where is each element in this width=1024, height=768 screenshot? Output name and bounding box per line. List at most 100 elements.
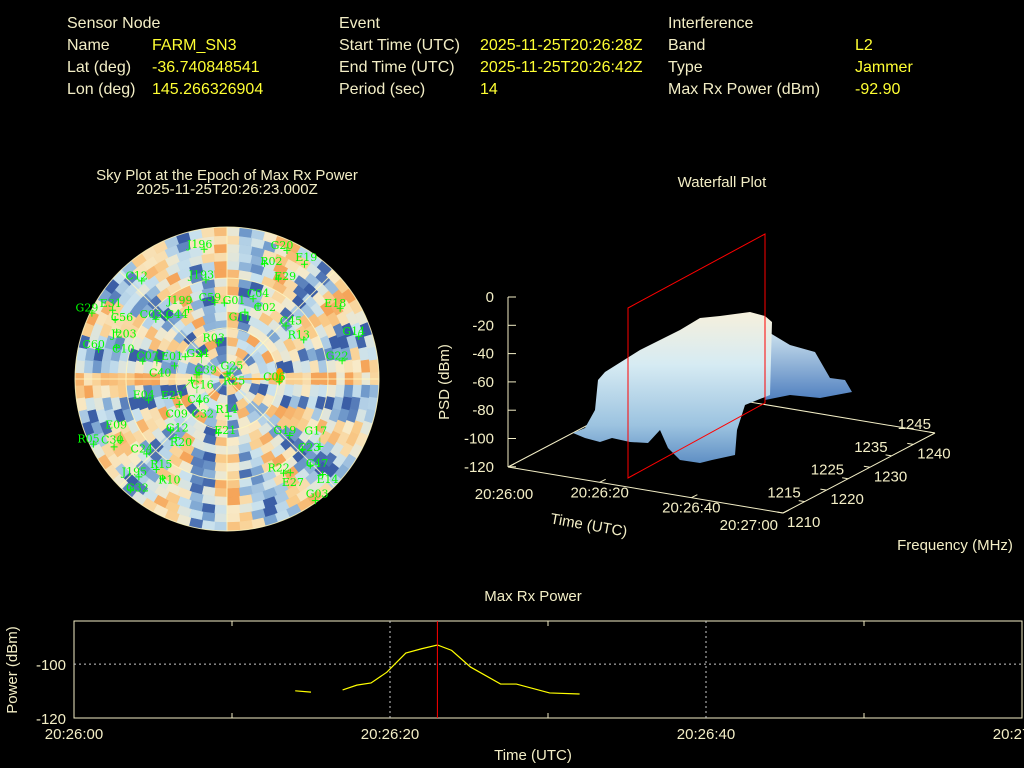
satellite-marker-icon: [336, 304, 344, 312]
frequency-tick-label: 1225: [811, 462, 844, 479]
satellite-label: E31: [100, 297, 122, 310]
sky-cell: [226, 496, 241, 506]
satellite-e09: E09: [105, 419, 127, 445]
satellite-label: E29: [274, 270, 296, 283]
lon-value: 145.266326904: [152, 81, 264, 98]
period-label: Period (sec): [339, 81, 426, 98]
satellite-e31: E31: [100, 297, 122, 314]
sky-cell: [213, 252, 228, 262]
satellite-c47: C47: [306, 457, 328, 470]
start-time-value: 2025-11-25T20:26:28Z: [480, 37, 643, 54]
satellite-marker-icon: [224, 412, 232, 420]
sky-cell: [226, 453, 240, 464]
satellite-marker-icon: [319, 471, 327, 479]
satellite-label: C56: [111, 311, 133, 324]
sky-cell: [352, 384, 363, 399]
frequency-tick-mark: [842, 477, 849, 480]
sky-cell: [226, 252, 241, 262]
x-tick-label: 20:27:00: [993, 726, 1024, 743]
sky-cell: [100, 359, 111, 374]
satellite-j193: J193: [188, 268, 214, 284]
sky-cell: [213, 235, 228, 245]
satellite-g24: G24: [181, 347, 209, 361]
sky-cell: [214, 462, 228, 473]
satellite-marker-icon: [200, 245, 208, 253]
satellite-marker-icon: [261, 259, 269, 267]
sky-cell: [343, 384, 354, 399]
satellite-marker-icon: [254, 302, 262, 310]
satellite-label: R05: [77, 433, 99, 446]
satellite-j196: J196: [186, 238, 212, 253]
time-tick-label: 20:27:00: [720, 517, 778, 534]
satellite-marker-icon: [338, 357, 346, 365]
sky-plot-title: Sky Plot at the Epoch of Max Rx Power: [96, 167, 358, 184]
satellite-marker-icon: [109, 306, 117, 314]
satellite-j203: J203: [110, 327, 136, 340]
sky-cell: [91, 359, 102, 374]
satellite-g22: G22: [326, 349, 349, 365]
waterfall-title: Waterfall Plot: [678, 174, 767, 191]
satellite-marker-icon: [163, 313, 171, 321]
jammer-direction-blob: [275, 368, 284, 384]
satellite-label: E19: [295, 251, 317, 264]
satellite-marker-icon: [311, 497, 319, 505]
satellite-c30: C30: [101, 434, 123, 451]
satellite-label: C03: [140, 308, 162, 321]
satellite-c24: C24: [131, 442, 153, 458]
satellite-label: C47: [306, 457, 328, 470]
frequency-tick-label: 1230: [874, 468, 907, 485]
z-tick-label: -40: [472, 346, 494, 363]
sky-cell: [213, 496, 228, 506]
sky-cell: [369, 384, 379, 399]
satellite-r15: R15: [150, 458, 172, 473]
satellite-marker-icon: [113, 328, 121, 336]
satellite-c10: C10: [112, 343, 134, 356]
satellite-label: R03: [203, 331, 225, 344]
sky-cell: [226, 445, 240, 456]
satellite-label: G20: [271, 239, 294, 252]
satellite-label: E18: [324, 297, 346, 310]
satellite-label: J195: [121, 465, 147, 478]
satellite-r13: R13: [288, 328, 310, 344]
jammer-direction-marker: [227, 368, 284, 384]
satellite-label: E27: [282, 476, 304, 489]
satellite-marker-icon: [241, 308, 249, 316]
sky-plot: Sky Plot at the Epoch of Max Rx Power 20…: [74, 167, 380, 532]
satellite-g29: G29: [76, 302, 99, 317]
satellite-label: J203: [110, 327, 136, 340]
sky-cell: [213, 521, 228, 531]
satellite-j195: J195: [121, 465, 147, 481]
waterfall-z-label: PSD (dBm): [436, 344, 453, 420]
satellite-c07: C07: [136, 350, 159, 365]
sky-cell: [214, 453, 228, 464]
satellite-c59: C59: [199, 291, 221, 306]
satellite-label: G17: [304, 425, 327, 438]
sky-plot-subtitle: 2025-11-25T20:26:23.000Z: [136, 181, 318, 198]
x-tick-label: 20:26:20: [361, 726, 419, 743]
satellite-marker-icon: [181, 353, 189, 361]
y-tick-label: -100: [36, 657, 66, 674]
satellite-g19: G19: [273, 424, 296, 440]
sky-cell: [108, 359, 119, 374]
satellite-label: C02: [254, 301, 276, 314]
satellite-marker-icon: [275, 378, 283, 386]
satellite-c44: C44: [163, 308, 188, 321]
time-tick-mark: [782, 509, 790, 514]
satellite-label: G29: [76, 302, 99, 315]
satellite-label: C10: [112, 343, 134, 356]
frequency-tick-mark: [863, 465, 870, 468]
satellite-label: J196: [186, 238, 212, 251]
satellite-label: G01: [223, 294, 246, 307]
sky-cell: [213, 260, 228, 271]
type-value: Jammer: [855, 59, 913, 76]
satellite-label: G12: [166, 422, 189, 435]
sky-cell: [75, 359, 85, 374]
satellite-g01: G01: [220, 294, 246, 307]
satellite-label: C32: [192, 407, 214, 420]
sky-cell: [226, 235, 241, 245]
sky-cell: [335, 384, 346, 399]
satellite-marker-icon: [143, 450, 151, 458]
satellite-label: E04: [133, 389, 155, 402]
